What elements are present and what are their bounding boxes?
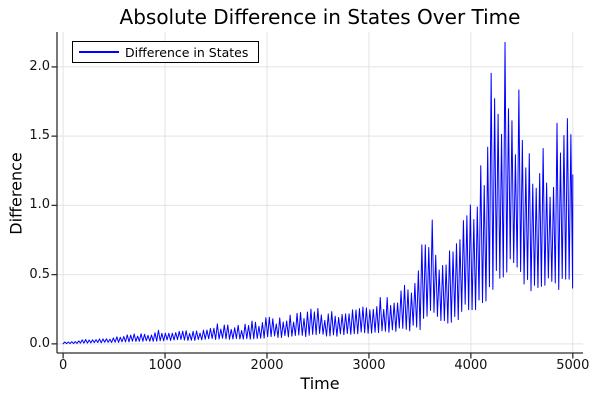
legend-series-label: Difference in States	[125, 44, 249, 60]
y-tick-label: 0.0	[29, 335, 50, 351]
x-tick-label: 2000	[250, 358, 284, 373]
difference-series-line	[62, 41, 574, 345]
y-tick-label: 2.0	[29, 58, 50, 74]
legend: Difference in States	[72, 41, 260, 63]
x-tick-label: 3000	[352, 358, 386, 373]
x-tick-label: 5000	[556, 358, 590, 373]
x-tick-label: 4000	[454, 358, 488, 373]
legend-line-sample-icon	[79, 51, 119, 53]
y-tick-label: 1.5	[29, 128, 50, 144]
y-axis-label: Difference	[6, 152, 26, 235]
y-tick-label: 0.5	[29, 266, 50, 282]
x-axis-label: Time	[300, 374, 340, 393]
y-tick-label: 1.0	[29, 197, 50, 213]
x-tick-label: 1000	[148, 358, 182, 373]
chart-title: Absolute Difference in States Over Time	[119, 5, 521, 29]
x-tick-label: 0	[58, 358, 68, 373]
